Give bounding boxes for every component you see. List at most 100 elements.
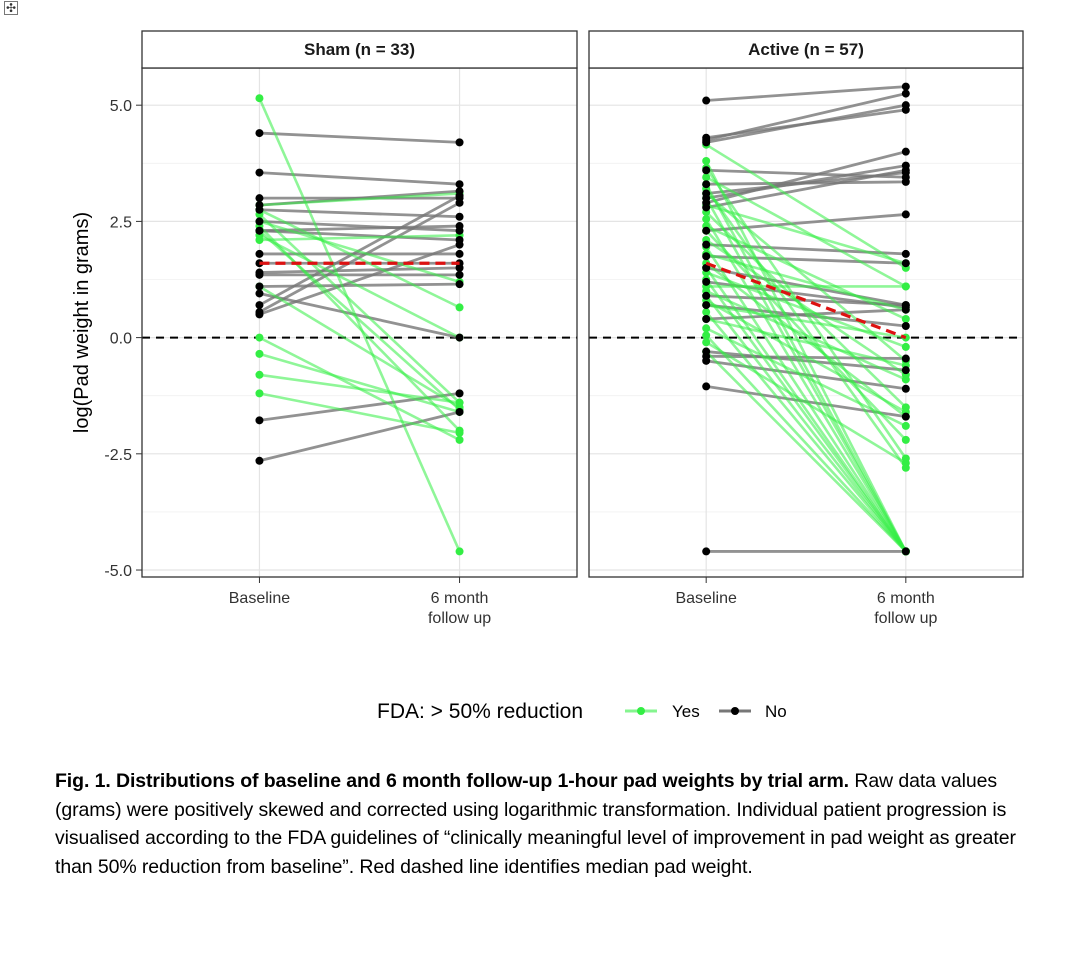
- caption-text: Raw data values (grams) were positively …: [55, 770, 1016, 878]
- no-series-line: [705, 164, 907, 200]
- no-point: [901, 305, 910, 314]
- no-point: [901, 259, 910, 268]
- no-point: [702, 301, 711, 310]
- no-point: [255, 416, 264, 425]
- yes-series-line: [705, 327, 907, 428]
- no-series-line: [705, 92, 907, 142]
- panel-strip: [588, 30, 1024, 69]
- yes-series-line: [258, 229, 461, 411]
- x-tick-label: Baseline: [229, 590, 290, 607]
- y-tick-label: 0.0: [110, 331, 132, 348]
- yes-series-line: [705, 176, 907, 288]
- yes-point: [455, 428, 464, 437]
- yes-series-line: [259, 392, 460, 435]
- no-point: [255, 217, 264, 226]
- no-point: [901, 210, 910, 219]
- no-point: [901, 249, 910, 258]
- no-point: [702, 166, 711, 175]
- x-tick-label: follow up: [428, 610, 491, 627]
- yes-point: [455, 547, 464, 556]
- no-point: [702, 291, 711, 300]
- legend-yes-label: Yes: [672, 702, 700, 721]
- no-series-line: [706, 350, 906, 372]
- yes-series-line: [705, 289, 907, 381]
- x-tick-label: follow up: [874, 610, 937, 627]
- yes-series-line: [259, 234, 460, 242]
- yes-point: [702, 215, 711, 224]
- no-series-line: [259, 410, 460, 463]
- yes-series-line: [705, 252, 907, 311]
- no-point: [255, 282, 264, 291]
- yes-series-line: [705, 311, 907, 553]
- no-point: [455, 407, 464, 416]
- no-point: [455, 138, 464, 147]
- no-series-line: [259, 131, 460, 144]
- no-point: [455, 333, 464, 342]
- yes-point: [901, 282, 910, 291]
- no-point: [255, 301, 264, 310]
- no-point: [702, 96, 711, 105]
- yes-series-line: [258, 97, 461, 552]
- yes-point: [901, 375, 910, 384]
- no-point: [702, 180, 711, 189]
- no-point: [702, 203, 711, 212]
- yes-series-line: [705, 299, 907, 414]
- no-point: [255, 456, 264, 465]
- y-tick-label: -2.5: [104, 447, 132, 464]
- yes-series-line: [705, 224, 907, 321]
- no-series-line: [705, 168, 907, 209]
- y-tick-label: 2.5: [110, 214, 132, 231]
- no-point: [702, 277, 711, 286]
- no-point: [455, 222, 464, 231]
- yes-series-line: [705, 278, 907, 553]
- panel-title: Sham (n = 33): [304, 40, 415, 59]
- legend-yes-key-point: [637, 707, 645, 715]
- no-point: [255, 226, 264, 235]
- no-point: [255, 270, 264, 279]
- yes-point: [255, 94, 264, 103]
- no-point: [455, 263, 464, 272]
- no-point: [455, 198, 464, 207]
- no-point: [901, 366, 910, 375]
- yes-series-line: [705, 246, 907, 553]
- no-point: [255, 308, 264, 317]
- panel-active: Active (n = 57) Baseline 6 month follow up: [588, 30, 1024, 627]
- no-point: [901, 321, 910, 330]
- yes-series-line: [705, 262, 907, 418]
- no-point: [702, 138, 711, 147]
- figure-caption: Fig. 1. Distributions of baseline and 6 …: [55, 767, 1045, 881]
- no-series-line: [259, 266, 460, 274]
- yes-series-line: [705, 341, 907, 465]
- yes-point: [702, 331, 711, 340]
- no-series-line: [258, 243, 461, 316]
- yes-point: [255, 370, 264, 379]
- no-point: [702, 547, 711, 556]
- move-icon[interactable]: ✣: [4, 1, 18, 15]
- caption-title: Fig. 1. Distributions of baseline and 6 …: [55, 770, 850, 792]
- no-point: [255, 289, 264, 298]
- no-point: [255, 249, 264, 258]
- no-point: [455, 180, 464, 189]
- yes-series-line: [705, 350, 907, 553]
- legend-no-key-point: [731, 707, 739, 715]
- no-point: [455, 212, 464, 221]
- yes-series-line: [705, 197, 907, 553]
- panel-title: Active (n = 57): [748, 40, 864, 59]
- yes-series-line: [259, 220, 460, 284]
- no-series-line: [706, 85, 906, 102]
- chart: log(Pad weight in grams) 5.0 2.5 0.0 -2.5 -5.…: [71, 30, 1024, 723]
- x-tick-label: 6 month: [431, 590, 489, 607]
- no-series-line: [259, 224, 460, 233]
- no-point: [901, 147, 910, 156]
- legend-title: FDA: > 50% reduction: [377, 700, 583, 723]
- no-point: [901, 354, 910, 363]
- no-point: [702, 263, 711, 272]
- no-point: [455, 280, 464, 289]
- no-point: [255, 168, 264, 177]
- no-point: [455, 240, 464, 249]
- no-point: [455, 389, 464, 398]
- yes-series-line: [705, 143, 907, 269]
- no-point: [702, 240, 711, 249]
- no-point: [702, 226, 711, 235]
- yes-point: [702, 338, 711, 347]
